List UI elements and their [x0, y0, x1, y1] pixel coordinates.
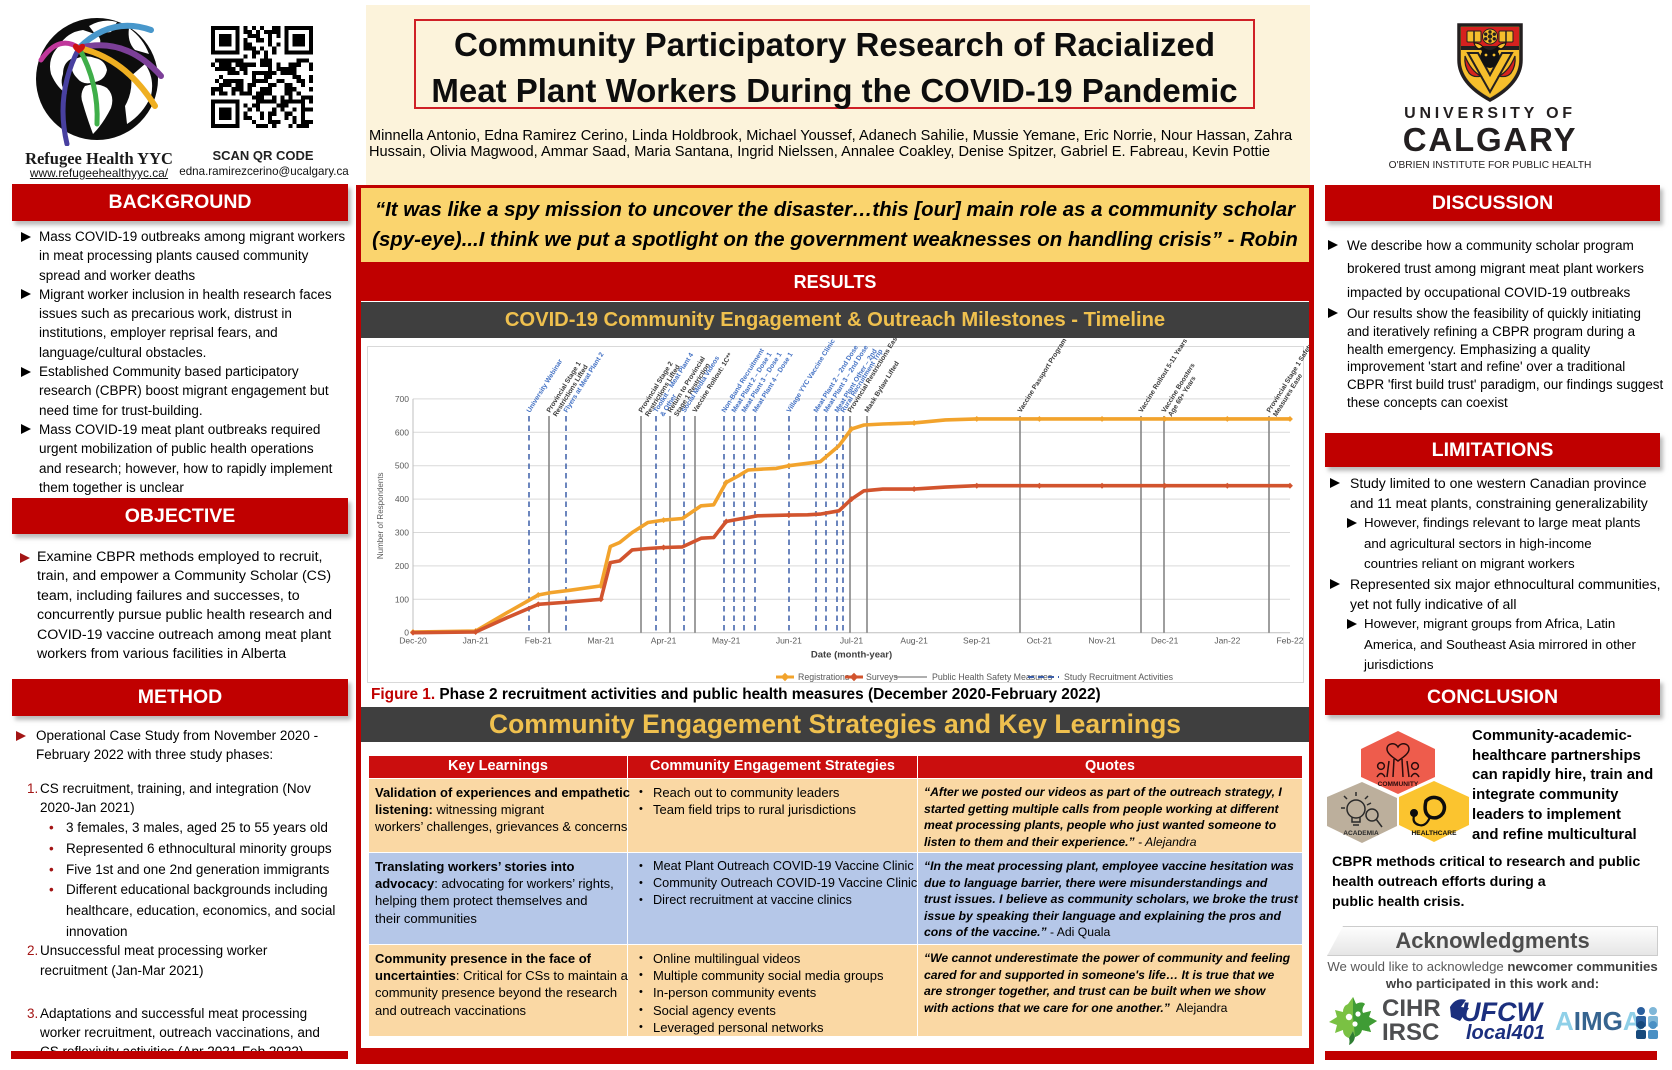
svg-text:Sep-21: Sep-21	[963, 636, 991, 646]
svg-text:local401: local401	[1466, 1022, 1545, 1044]
svg-text:Dec-21: Dec-21	[1151, 636, 1179, 646]
svg-text:Feb-21: Feb-21	[525, 636, 552, 646]
svg-text:200: 200	[395, 561, 409, 571]
svg-text:Apr-21: Apr-21	[651, 636, 677, 646]
svg-text:AIMGA: AIMGA	[1555, 1006, 1642, 1036]
svg-text:Oct-21: Oct-21	[1027, 636, 1053, 646]
svg-text:CIHR: CIHR	[1382, 995, 1441, 1022]
svg-text:HEALTHCARE: HEALTHCARE	[1412, 830, 1458, 837]
svg-text:Aug-21: Aug-21	[900, 636, 928, 646]
svg-text:Jan-21: Jan-21	[463, 636, 489, 646]
svg-text:Date (month-year): Date (month-year)	[811, 650, 892, 661]
svg-text:500: 500	[395, 461, 409, 471]
svg-text:700: 700	[395, 394, 409, 404]
svg-text:Dec-20: Dec-20	[399, 636, 427, 646]
svg-text:Number of Respondents: Number of Respondents	[376, 472, 385, 559]
svg-text:UFCW: UFCW	[1461, 997, 1544, 1027]
svg-text:Feb-22: Feb-22	[1276, 636, 1303, 646]
svg-text:Registrations: Registrations	[798, 672, 850, 682]
svg-text:Mar-21: Mar-21	[587, 636, 614, 646]
svg-text:IRSC: IRSC	[1382, 1019, 1439, 1046]
svg-text:Jul-21: Jul-21	[840, 636, 863, 646]
svg-text:Study Recruitment Activities: Study Recruitment Activities	[1064, 672, 1174, 682]
svg-text:Jun-21: Jun-21	[776, 636, 802, 646]
svg-text:Surveys: Surveys	[866, 672, 898, 682]
svg-text:ACADEMIA: ACADEMIA	[1343, 830, 1379, 837]
svg-text:COMMUNITY: COMMUNITY	[1378, 781, 1419, 788]
svg-text:0: 0	[404, 628, 409, 638]
svg-text:Nov-21: Nov-21	[1088, 636, 1116, 646]
svg-text:Jan-22: Jan-22	[1214, 636, 1240, 646]
svg-text:400: 400	[395, 494, 409, 504]
svg-text:600: 600	[395, 427, 409, 437]
svg-text:May-21: May-21	[712, 636, 741, 646]
svg-text:100: 100	[395, 594, 409, 604]
svg-text:300: 300	[395, 528, 409, 538]
svg-text:Public Health Safety Measures: Public Health Safety Measures	[932, 672, 1053, 682]
